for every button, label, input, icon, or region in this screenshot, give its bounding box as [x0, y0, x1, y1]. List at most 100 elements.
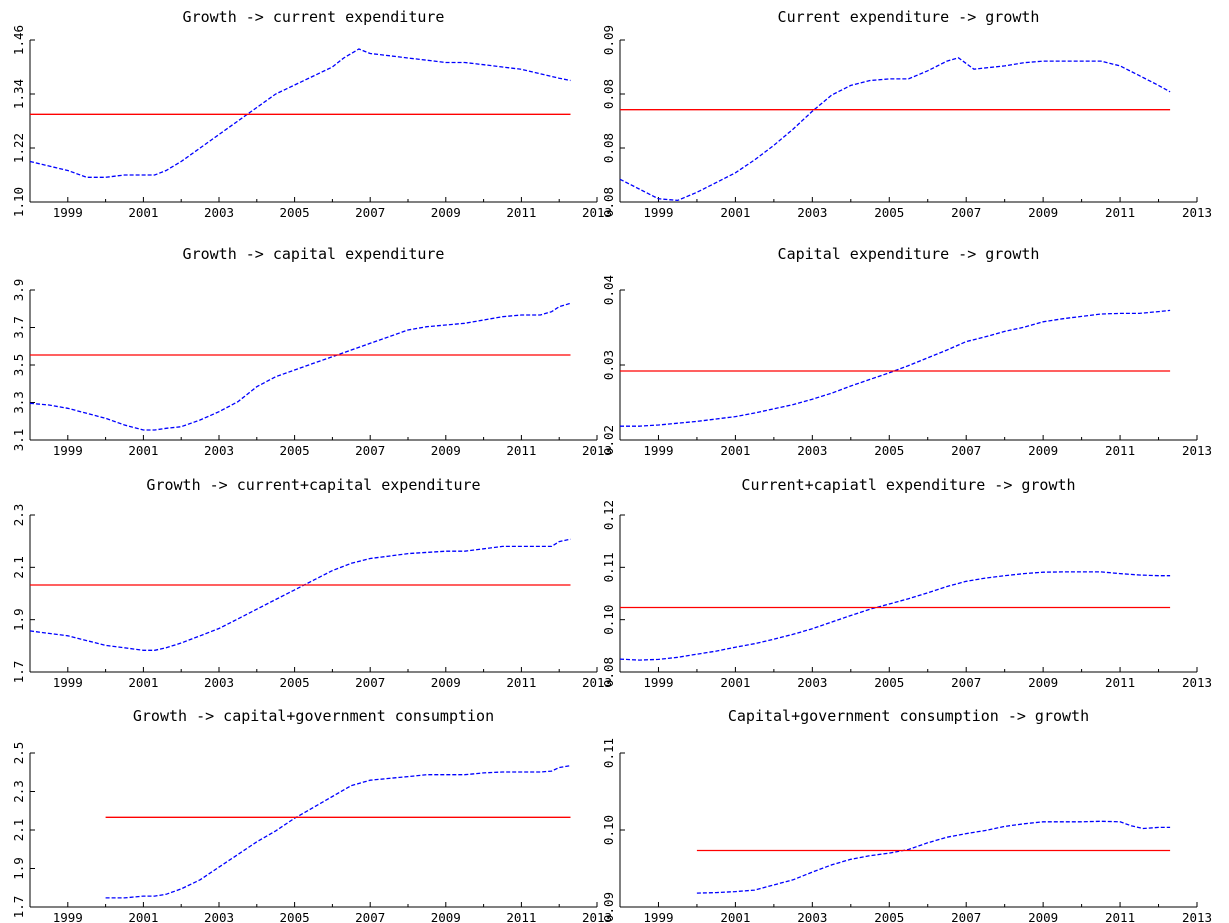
chart-title: Growth -> capital expenditure — [183, 245, 445, 263]
y-tick-label: 2.5 — [11, 742, 26, 765]
x-tick-label: 2005 — [280, 675, 310, 690]
x-tick-label: 2003 — [797, 910, 827, 923]
x-tick-label: 2011 — [1105, 443, 1135, 458]
x-tick-label: 2009 — [1028, 205, 1058, 220]
y-tick-label: 3.5 — [11, 354, 26, 377]
y-tick-label: 0.03 — [601, 350, 616, 380]
x-tick-label: 2007 — [355, 205, 385, 220]
y-tick-label: 2.3 — [11, 780, 26, 803]
x-tick-label: 1999 — [53, 675, 83, 690]
x-tick-label: 2011 — [506, 910, 536, 923]
chart-title: Current expenditure -> growth — [778, 8, 1040, 26]
estimate-line — [29, 538, 571, 651]
x-tick-label: 2003 — [797, 675, 827, 690]
y-tick-label: 2.1 — [11, 819, 26, 842]
y-tick-label: 0.11 — [601, 552, 616, 582]
y-tick-label: 3.9 — [11, 279, 26, 302]
x-tick-label: 2003 — [204, 675, 234, 690]
x-tick-label: 2013 — [582, 443, 612, 458]
x-tick-label: 2007 — [951, 443, 981, 458]
chart-panel-5: Growth -> current+capital expenditure 199… — [11, 476, 612, 690]
x-tick-label: 2011 — [1105, 205, 1135, 220]
x-tick-label: 2003 — [204, 205, 234, 220]
x-tick-label: 2001 — [720, 205, 750, 220]
estimate-line — [29, 48, 571, 178]
x-tick-label: 2001 — [128, 675, 158, 690]
y-tick-label: 0.08 — [601, 133, 616, 163]
chart-panel-2: Current expenditure -> growth 1999 2001 200… — [601, 8, 1212, 220]
y-tick-label: 2.3 — [11, 504, 26, 527]
estimate-line — [619, 57, 1171, 202]
y-tick-label: 3.3 — [11, 391, 26, 414]
x-tick-label: 2005 — [280, 910, 310, 923]
x-tick-label: 2005 — [874, 205, 904, 220]
chart-title: Growth -> capital+government consumption — [133, 707, 494, 725]
y-tick-label: 0.08 — [601, 657, 616, 687]
x-tick-label: 2003 — [797, 443, 827, 458]
x-tick-label: 2011 — [506, 205, 536, 220]
x-tick-label: 2011 — [1105, 910, 1135, 923]
y-tick-label: 0.11 — [601, 738, 616, 768]
y-tick-label: 0.04 — [601, 275, 616, 305]
x-tick-label: 2001 — [128, 443, 158, 458]
x-tick-label: 2007 — [355, 910, 385, 923]
x-tick-label: 2013 — [582, 910, 612, 923]
x-tick-label: 2007 — [951, 910, 981, 923]
y-tick-label: 0.08 — [601, 79, 616, 109]
y-tick-label: 0.02 — [601, 425, 616, 455]
x-tick-label: 1999 — [53, 205, 83, 220]
x-tick-label: 2009 — [431, 910, 461, 923]
y-tick-label: 3.1 — [11, 429, 26, 452]
chart-title: Growth -> current expenditure — [183, 8, 445, 26]
x-tick-label: 2013 — [1182, 910, 1212, 923]
x-tick-label: 2005 — [280, 205, 310, 220]
y-tick-label: 0.09 — [601, 25, 616, 55]
x-tick-label: 2009 — [1028, 910, 1058, 923]
x-tick-label: 2013 — [1182, 675, 1212, 690]
x-tick-label: 2011 — [506, 443, 536, 458]
x-tick-label: 2013 — [1182, 443, 1212, 458]
chart-title: Capital+government consumption -> growth — [728, 707, 1089, 725]
y-tick-label: 1.9 — [11, 857, 26, 880]
x-tick-label: 2003 — [204, 910, 234, 923]
x-tick-label: 2003 — [797, 205, 827, 220]
chart-title: Current+capiatl expenditure -> growth — [741, 476, 1075, 494]
y-tick-label: 1.9 — [11, 608, 26, 631]
x-tick-label: 1999 — [643, 910, 673, 923]
y-tick-label: 1.7 — [11, 661, 26, 684]
x-tick-label: 2001 — [128, 910, 158, 923]
y-tick-label: 0.10 — [601, 605, 616, 635]
chart-panel-4: Capital expenditure -> growth 1999 2001 200… — [601, 245, 1212, 458]
x-tick-label: 2003 — [204, 443, 234, 458]
x-tick-label: 2011 — [506, 675, 536, 690]
x-tick-label: 2009 — [431, 675, 461, 690]
x-tick-label: 2005 — [874, 443, 904, 458]
x-tick-label: 1999 — [53, 443, 83, 458]
y-tick-label: 1.7 — [11, 896, 26, 919]
x-tick-label: 2007 — [951, 675, 981, 690]
x-tick-label: 2005 — [874, 675, 904, 690]
x-tick-label: 2013 — [582, 205, 612, 220]
x-tick-label: 1999 — [53, 910, 83, 923]
y-tick-label: 0.08 — [601, 187, 616, 217]
y-tick-label: 3.7 — [11, 316, 26, 339]
x-tick-label: 2001 — [128, 205, 158, 220]
y-tick-label: 0.12 — [601, 500, 616, 530]
chart-panel-7: Growth -> capital+government consumption… — [11, 707, 612, 923]
x-tick-label: 1999 — [643, 205, 673, 220]
chart-panel-6: Current+capiatl expenditure -> growth 199… — [601, 476, 1212, 690]
chart-panel-8: Capital+government consumption -> growth… — [601, 707, 1212, 923]
x-tick-label: 2005 — [874, 910, 904, 923]
y-tick-label: 2.1 — [11, 556, 26, 579]
estimate-line — [29, 302, 571, 431]
x-tick-label: 1999 — [643, 675, 673, 690]
estimate-line — [620, 309, 1171, 427]
y-tick-label: 0.10 — [601, 815, 616, 845]
x-tick-label: 2013 — [582, 675, 612, 690]
x-tick-label: 2009 — [1028, 443, 1058, 458]
chart-title: Capital expenditure -> growth — [778, 245, 1040, 263]
x-tick-label: 2001 — [720, 910, 750, 923]
y-tick-label: 1.46 — [11, 25, 26, 55]
x-tick-label: 2011 — [1105, 675, 1135, 690]
